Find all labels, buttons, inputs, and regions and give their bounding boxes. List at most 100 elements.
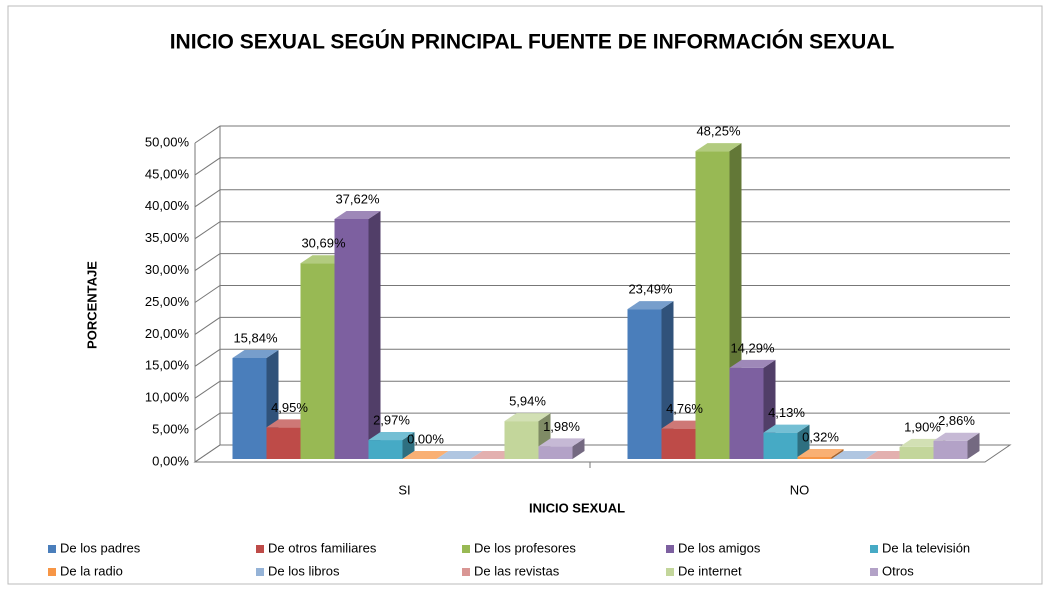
legend-swatch (666, 545, 674, 553)
legend-swatch (870, 545, 878, 553)
bar-side (402, 432, 415, 459)
legend-swatch (666, 568, 674, 576)
legend-label: De otros familiares (268, 540, 377, 555)
legend-label: De internet (678, 563, 742, 578)
legend-swatch (256, 545, 264, 553)
legend-swatch (462, 568, 470, 576)
data-label: 2,97% (373, 412, 410, 427)
legend-swatch (462, 545, 470, 553)
bar-top (729, 359, 776, 368)
bar-top (436, 451, 483, 459)
legend-swatch (48, 545, 56, 553)
data-label: 4,95% (271, 400, 308, 415)
legend-label: De la televisión (882, 540, 970, 555)
grid-line (194, 253, 1010, 272)
legend-label: De los amigos (678, 540, 761, 555)
x-tick-label: SI (398, 482, 410, 497)
data-label: 37,62% (335, 191, 380, 206)
bar-top (933, 432, 980, 441)
grid-line (194, 189, 1010, 208)
y-axis-title: PORCENTAJE (84, 261, 99, 349)
bar-front (661, 428, 696, 459)
legend-swatch (48, 568, 56, 576)
data-label: 1,90% (904, 419, 941, 434)
bar-front (729, 367, 764, 459)
y-tick-label: 0,00% (152, 453, 189, 468)
y-tick-label: 35,00% (145, 230, 190, 245)
data-label: 14,29% (730, 340, 775, 355)
y-tick-label: 10,00% (145, 390, 190, 405)
grid-line (194, 221, 1010, 240)
bar-side (661, 301, 674, 459)
bar (538, 438, 585, 459)
grid-line (194, 125, 1010, 144)
chart-title: INICIO SEXUAL SEGÚN PRINCIPAL FUENTE DE … (170, 30, 895, 54)
bar-top (627, 301, 674, 310)
bar-top (334, 210, 381, 219)
legend-label: De los profesores (474, 540, 576, 555)
chart-border (7, 5, 1043, 585)
bar (368, 432, 415, 459)
bar-front (266, 427, 301, 459)
bar-front (300, 263, 335, 459)
bar (627, 301, 674, 459)
x-axis-title: INICIO SEXUAL (529, 500, 625, 515)
bar-top (504, 413, 551, 422)
bar-front (368, 440, 403, 459)
bar (831, 451, 878, 459)
bar-side (967, 432, 980, 459)
bar-front (933, 440, 968, 459)
y-tick-label: 30,00% (145, 262, 190, 277)
bar (402, 451, 449, 459)
bar (797, 448, 844, 459)
data-label: 4,76% (666, 401, 703, 416)
legend-label: De los libros (268, 563, 340, 578)
bar-top (402, 451, 449, 459)
bar-top (831, 451, 878, 459)
bar-front (232, 357, 267, 459)
data-label: 0,32% (802, 429, 839, 444)
legend-swatch (870, 568, 878, 576)
legend-swatch (256, 568, 264, 576)
bar (763, 424, 810, 459)
bar-front (695, 151, 730, 460)
grid-line (194, 157, 1010, 176)
data-label: 4,13% (768, 405, 805, 420)
data-label: 23,49% (628, 282, 673, 297)
y-tick-label: 20,00% (145, 326, 190, 341)
bar-side (831, 448, 844, 459)
bar (436, 451, 483, 459)
bar-top (538, 438, 585, 447)
bar-front (763, 432, 798, 459)
bar-top (763, 424, 810, 433)
data-label: 5,94% (509, 394, 546, 409)
y-tick-label: 45,00% (145, 166, 190, 181)
bar (334, 210, 381, 459)
bar-front (899, 446, 934, 459)
grid-line (194, 316, 1010, 335)
bar-front (538, 446, 573, 459)
data-label: 48,25% (696, 124, 741, 139)
bar-side (572, 438, 585, 459)
y-tick-label: 50,00% (145, 134, 190, 149)
legend-label: Otros (882, 563, 914, 578)
data-label: 0,00% (407, 431, 444, 446)
bar (933, 432, 980, 459)
data-label: 30,69% (301, 236, 346, 251)
legend-label: De la radio (60, 563, 123, 578)
bar-front (504, 421, 539, 459)
bar-top (797, 448, 844, 457)
grid-line (194, 285, 1010, 303)
data-label: 2,86% (938, 413, 975, 428)
y-tick-label: 25,00% (145, 294, 190, 309)
bar-top (695, 143, 742, 152)
legend-label: De los padres (60, 540, 141, 555)
bar-top (232, 349, 279, 358)
bar-front (627, 309, 662, 459)
legend-label: De las revistas (474, 563, 560, 578)
x-tick-label: NO (790, 482, 810, 497)
y-tick-label: 40,00% (145, 198, 190, 213)
data-label: 1,98% (543, 419, 580, 434)
bar-front (797, 456, 832, 459)
